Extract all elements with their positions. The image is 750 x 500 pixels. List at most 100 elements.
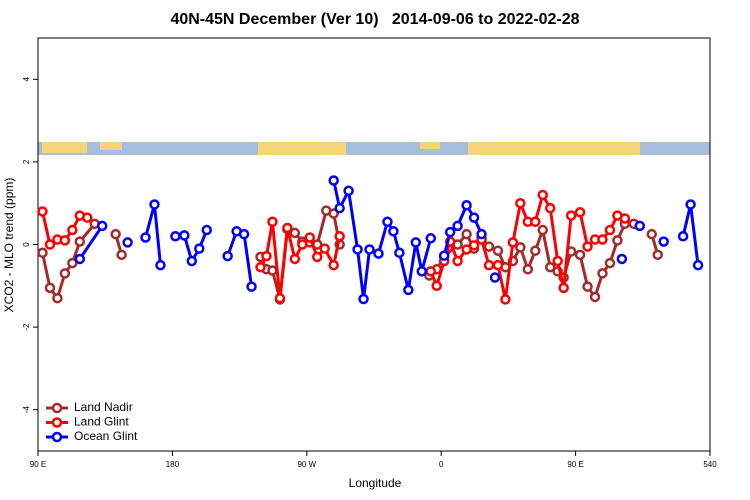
point xyxy=(373,248,384,259)
land-ocean-strip xyxy=(38,142,710,155)
point xyxy=(597,234,608,245)
point xyxy=(82,212,93,223)
point xyxy=(403,284,414,296)
point xyxy=(352,244,363,255)
point xyxy=(589,291,601,303)
point xyxy=(452,255,463,267)
point xyxy=(468,240,480,251)
point xyxy=(282,222,293,234)
point xyxy=(483,241,495,252)
point xyxy=(328,259,339,271)
point xyxy=(652,249,663,261)
point xyxy=(468,212,480,223)
point xyxy=(44,239,56,250)
point xyxy=(304,232,316,243)
point xyxy=(574,249,586,261)
point xyxy=(238,228,250,240)
point xyxy=(179,230,190,241)
plot-frame xyxy=(37,37,711,452)
point xyxy=(364,244,375,255)
y-tick-label: 0 xyxy=(22,242,31,247)
point xyxy=(425,266,436,277)
point xyxy=(388,226,399,237)
point xyxy=(461,200,472,211)
point xyxy=(140,232,151,243)
point xyxy=(410,237,422,248)
point xyxy=(492,245,504,256)
point xyxy=(416,266,428,277)
point xyxy=(246,281,257,292)
point xyxy=(461,244,472,255)
point xyxy=(612,235,623,246)
x-tick-label: 90 E xyxy=(567,460,583,469)
point xyxy=(44,282,56,294)
point xyxy=(544,202,556,214)
y-tick-label: 2 xyxy=(22,159,31,164)
y-tick-label: 4 xyxy=(22,77,31,82)
point xyxy=(565,210,577,221)
x-tick-label: 180 xyxy=(166,460,180,469)
point xyxy=(544,261,556,273)
point xyxy=(289,227,301,239)
point xyxy=(267,216,278,228)
point xyxy=(274,292,286,304)
point xyxy=(67,257,78,269)
point xyxy=(194,243,205,254)
point xyxy=(452,220,463,232)
legend-label: Ocean Glint xyxy=(74,429,138,443)
point xyxy=(558,282,569,294)
point xyxy=(201,224,212,236)
point xyxy=(582,241,593,252)
point xyxy=(358,293,369,305)
point xyxy=(110,228,121,240)
point xyxy=(489,272,501,283)
point xyxy=(122,237,133,248)
point xyxy=(438,250,450,261)
point xyxy=(222,250,233,262)
point xyxy=(515,242,526,253)
x-axis-label: Longitude xyxy=(349,476,402,490)
point xyxy=(297,239,308,250)
x-tick-label: 90 W xyxy=(297,460,316,469)
legend-marker xyxy=(51,431,63,443)
point xyxy=(289,253,301,265)
point xyxy=(59,235,71,246)
legend-marker xyxy=(51,417,63,428)
point xyxy=(537,189,548,201)
point xyxy=(597,268,608,279)
point xyxy=(74,253,86,265)
point xyxy=(619,213,631,224)
point xyxy=(604,257,616,269)
point xyxy=(646,228,658,240)
point xyxy=(74,236,86,247)
point xyxy=(334,202,345,214)
chart-title: 40N-45N December (Ver 10) 2014-09-06 to … xyxy=(170,11,579,28)
point xyxy=(312,251,323,263)
point xyxy=(186,255,198,267)
point xyxy=(67,224,78,236)
point xyxy=(461,228,472,240)
point xyxy=(334,230,345,242)
legend-marker xyxy=(51,402,63,414)
point xyxy=(267,265,278,276)
point xyxy=(616,253,628,265)
y-tick-label: -2 xyxy=(22,323,31,331)
x-tick-label: 540 xyxy=(703,460,717,469)
point xyxy=(444,226,456,238)
point xyxy=(261,250,272,262)
point xyxy=(658,236,669,247)
point xyxy=(59,268,71,279)
point xyxy=(476,228,487,240)
point xyxy=(522,264,534,275)
point xyxy=(677,230,689,242)
point xyxy=(574,207,586,218)
point xyxy=(552,255,563,267)
legend-label: Land Nadir xyxy=(74,400,133,414)
point xyxy=(149,199,160,210)
point xyxy=(52,292,63,304)
point xyxy=(37,247,48,259)
x-tick-label: 0 xyxy=(439,460,444,469)
point xyxy=(37,206,48,217)
point xyxy=(507,237,519,248)
